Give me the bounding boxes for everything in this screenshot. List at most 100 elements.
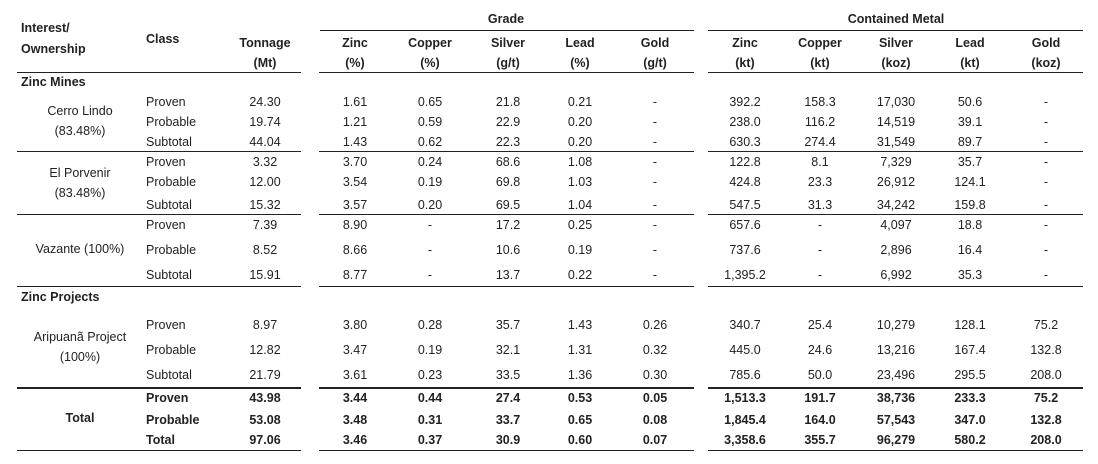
- cell-grade: 0.30: [642, 368, 668, 382]
- cell-grade: 17.2: [495, 218, 521, 232]
- cell-contained-metal: 167.4: [954, 343, 986, 357]
- cell-grade: 1.43: [567, 318, 593, 332]
- cell-grade: 3.70: [342, 155, 368, 169]
- cell-contained-metal: 630.3: [729, 135, 761, 149]
- cell-contained-metal: 340.7: [729, 318, 761, 332]
- cell-grade: 0.07: [642, 433, 668, 447]
- cell-grade: 33.5: [495, 368, 521, 382]
- cell-contained-metal: 116.2: [804, 115, 836, 129]
- cell-contained-metal: 737.6: [729, 243, 761, 257]
- cell-grade: -: [652, 268, 658, 282]
- cell-grade: 3.44: [342, 391, 368, 405]
- row-class: Probable: [146, 343, 197, 357]
- cell-contained-metal: 8.1: [811, 155, 829, 169]
- cell-contained-metal: 25.4: [807, 318, 833, 332]
- cell-contained-metal: 295.5: [954, 368, 986, 382]
- cell-contained-metal: -: [1043, 198, 1049, 212]
- cell-contained-metal: 23,496: [876, 368, 916, 382]
- cell-contained-metal: 445.0: [729, 343, 761, 357]
- cell-contained-metal: 7,329: [880, 155, 912, 169]
- header-interest-ownership-line2: Ownership: [21, 42, 86, 56]
- cell-contained-metal: 50.0: [807, 368, 833, 382]
- cell-contained-metal: 785.6: [729, 368, 761, 382]
- row-class: Proven: [146, 95, 186, 109]
- group-name: (100%): [59, 350, 101, 364]
- group-name: (83.48%): [54, 124, 106, 138]
- header-grade-group: Grade: [487, 12, 525, 26]
- cell-grade: 30.9: [495, 433, 521, 447]
- cell-contained-metal: 128.1: [954, 318, 986, 332]
- cell-contained-metal: 18.8: [957, 218, 983, 232]
- row-class: Probable: [146, 243, 197, 257]
- cell-grade: 69.5: [495, 198, 521, 212]
- cell-tonnage: 97.06: [249, 433, 281, 447]
- cell-grade: 1.08: [567, 155, 593, 169]
- cell-grade: 22.3: [495, 135, 521, 149]
- header-grade-copper-unit: (%): [420, 56, 440, 70]
- cell-contained-metal: 1,845.4: [724, 413, 766, 427]
- cell-grade: 3.46: [342, 433, 368, 447]
- cell-grade: 0.19: [417, 175, 443, 189]
- cell-grade: 0.19: [567, 243, 593, 257]
- section-title: Zinc Mines: [21, 75, 86, 89]
- cell-grade: 10.6: [495, 243, 521, 257]
- group-name: El Porvenir: [49, 166, 111, 180]
- cell-contained-metal: 1,395.2: [724, 268, 766, 282]
- header-grade-zinc: Zinc: [342, 36, 368, 50]
- header-interest-ownership-line1: Interest/: [21, 21, 70, 35]
- cell-tonnage: 3.32: [252, 155, 278, 169]
- cell-contained-metal: 10,279: [876, 318, 916, 332]
- cell-contained-metal: 89.7: [957, 135, 983, 149]
- cell-contained-metal: 1,513.3: [724, 391, 766, 405]
- cell-contained-metal: 124.1: [954, 175, 986, 189]
- cell-contained-metal: 38,736: [876, 391, 916, 405]
- cell-contained-metal: -: [817, 268, 823, 282]
- row-class: Proven: [146, 155, 186, 169]
- cell-grade: 0.37: [417, 433, 443, 447]
- cell-tonnage: 12.82: [249, 343, 281, 357]
- cell-contained-metal: 191.7: [804, 391, 836, 405]
- cell-grade: 0.32: [642, 343, 668, 357]
- cell-grade: 3.47: [342, 343, 368, 357]
- cell-contained-metal: -: [817, 243, 823, 257]
- cell-grade: -: [427, 243, 433, 257]
- cell-tonnage: 43.98: [249, 391, 281, 405]
- cell-contained-metal: 34,242: [876, 198, 916, 212]
- cell-tonnage: 12.00: [249, 175, 281, 189]
- gap-mask-tonnage-grade: [301, 0, 319, 464]
- header-class: Class: [146, 32, 180, 46]
- row-class: Proven: [146, 218, 186, 232]
- cell-grade: -: [652, 243, 658, 257]
- cell-contained-metal: -: [1043, 95, 1049, 109]
- cell-contained-metal: 35.7: [957, 155, 983, 169]
- cell-contained-metal: 17,030: [876, 95, 916, 109]
- rule-after-el-porvenir: [17, 214, 1083, 215]
- cell-contained-metal: 75.2: [1033, 318, 1059, 332]
- cell-contained-metal: 50.6: [957, 95, 983, 109]
- cell-grade: 1.21: [342, 115, 368, 129]
- cell-tonnage: 44.04: [249, 135, 281, 149]
- cell-tonnage: 7.39: [252, 218, 278, 232]
- header-grade-copper: Copper: [408, 36, 452, 50]
- header-grade-lead-unit: (%): [570, 56, 590, 70]
- group-name: Aripuanã Project: [33, 330, 127, 344]
- header-contained-gold-unit: (koz): [1031, 56, 1061, 70]
- cell-contained-metal: 355.7: [804, 433, 836, 447]
- cell-contained-metal: 164.0: [804, 413, 836, 427]
- row-class: Total: [146, 433, 175, 447]
- cell-contained-metal: 23.3: [807, 175, 833, 189]
- cell-grade: 35.7: [495, 318, 521, 332]
- cell-grade: 1.43: [342, 135, 368, 149]
- cell-tonnage: 53.08: [249, 413, 281, 427]
- cell-grade: 3.57: [342, 198, 368, 212]
- group-name: Total: [65, 411, 95, 425]
- cell-contained-metal: 4,097: [880, 218, 912, 232]
- cell-contained-metal: 57,543: [876, 413, 916, 427]
- header-contained-zinc: Zinc: [732, 36, 758, 50]
- header-grade-gold: Gold: [640, 36, 670, 50]
- cell-grade: 0.26: [642, 318, 668, 332]
- grade-group-rule: [320, 30, 694, 31]
- cell-contained-metal: -: [1043, 115, 1049, 129]
- section-title: Zinc Projects: [21, 290, 100, 304]
